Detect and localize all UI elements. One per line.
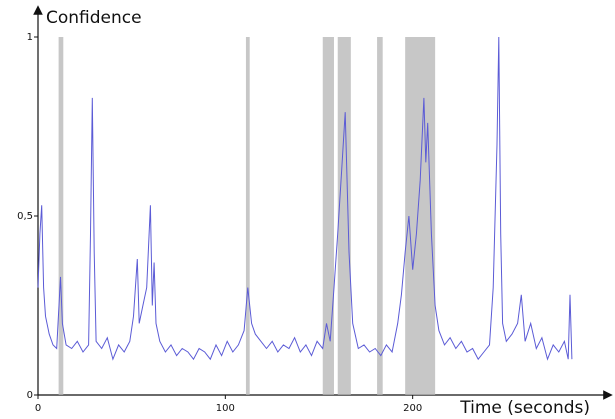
highlight-region (58, 37, 64, 395)
highlight-region (337, 37, 351, 395)
y-tick-label: 1 (27, 32, 33, 43)
x-tick-label: 200 (403, 403, 422, 414)
y-tick-label: 0 (27, 390, 33, 401)
x-axis-title: Time (seconds) (459, 398, 590, 418)
y-axis-title: Confidence (46, 8, 142, 28)
highlight-region (377, 37, 383, 395)
highlight-region (405, 37, 436, 395)
data-line (37, 36, 573, 361)
x-tick-label: 0 (35, 403, 41, 414)
highlight-region (322, 37, 334, 395)
x-tick-label: 100 (216, 403, 235, 414)
y-tick-label: 0,5 (17, 211, 33, 222)
highlight-region (245, 37, 250, 395)
